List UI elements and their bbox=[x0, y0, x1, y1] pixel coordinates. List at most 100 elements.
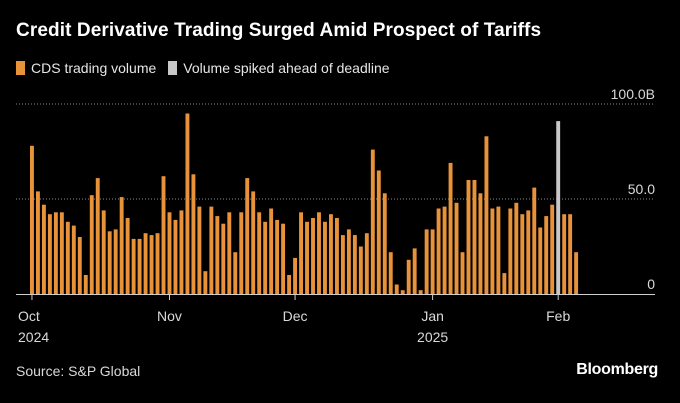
x-axis: Oct 2024 Nov Dec Jan 2025 Feb bbox=[16, 294, 655, 345]
bar bbox=[472, 180, 477, 294]
bar bbox=[550, 204, 555, 294]
x-tick-label: Feb bbox=[546, 308, 570, 324]
y-axis-labels: 0 50.0 100.0B bbox=[611, 86, 656, 292]
bar bbox=[370, 149, 375, 294]
bar bbox=[514, 202, 519, 294]
bar bbox=[376, 170, 381, 294]
bar bbox=[520, 214, 525, 294]
bar bbox=[287, 275, 292, 294]
bar bbox=[245, 178, 250, 294]
source-note: Source: S&P Global bbox=[16, 363, 141, 379]
legend-label-volume: CDS trading volume bbox=[31, 60, 157, 76]
bar bbox=[161, 176, 166, 294]
bar bbox=[305, 221, 309, 294]
x-tick-label: Oct bbox=[18, 308, 40, 324]
bar bbox=[358, 246, 363, 294]
bar bbox=[430, 229, 435, 294]
bar bbox=[406, 259, 411, 294]
bar bbox=[340, 235, 345, 294]
bar bbox=[59, 212, 64, 294]
y-tick-label: 0 bbox=[647, 276, 655, 292]
bar bbox=[460, 252, 465, 294]
brand-logo: Bloomberg bbox=[576, 361, 658, 378]
x-tick-year-label: 2024 bbox=[18, 329, 49, 345]
bar bbox=[125, 218, 130, 294]
bar bbox=[89, 195, 94, 294]
bar bbox=[41, 204, 46, 294]
x-tick-label: Jan bbox=[421, 308, 444, 324]
bar bbox=[30, 145, 34, 294]
bar bbox=[562, 214, 567, 294]
bar bbox=[484, 136, 489, 294]
bar bbox=[53, 212, 58, 294]
bar bbox=[197, 206, 202, 294]
bar bbox=[394, 284, 399, 294]
bar bbox=[388, 252, 393, 294]
bar bbox=[173, 219, 178, 294]
bar bbox=[502, 273, 507, 294]
bar bbox=[83, 275, 88, 294]
bar bbox=[185, 113, 190, 294]
legend-item-spike: Volume spiked ahead of deadline bbox=[168, 60, 390, 76]
bar bbox=[167, 212, 172, 294]
bar bbox=[329, 214, 333, 294]
bar bbox=[323, 221, 327, 294]
bar bbox=[65, 221, 70, 294]
bar bbox=[113, 229, 118, 294]
bar bbox=[269, 208, 274, 294]
bar bbox=[382, 193, 387, 294]
bar bbox=[203, 271, 208, 294]
bar bbox=[257, 212, 262, 294]
bar bbox=[454, 202, 459, 294]
bar bbox=[478, 193, 483, 294]
legend-label-spike: Volume spiked ahead of deadline bbox=[183, 60, 390, 76]
bar bbox=[496, 206, 501, 294]
bar bbox=[436, 208, 441, 294]
bar bbox=[233, 252, 238, 294]
bar bbox=[418, 290, 423, 294]
x-tick-year-label: 2025 bbox=[417, 329, 448, 345]
bar bbox=[424, 229, 429, 294]
chart-title: Credit Derivative Trading Surged Amid Pr… bbox=[16, 20, 542, 41]
bar bbox=[317, 212, 321, 294]
bar bbox=[47, 214, 52, 294]
bars bbox=[30, 113, 579, 294]
bar bbox=[227, 212, 232, 294]
bar bbox=[71, 225, 76, 294]
bar bbox=[191, 174, 196, 294]
bar bbox=[364, 233, 369, 294]
x-tick-label: Dec bbox=[283, 308, 308, 324]
bar bbox=[490, 208, 495, 294]
bar bbox=[400, 290, 405, 294]
bar bbox=[299, 212, 303, 294]
y-tick-label: 50.0 bbox=[628, 181, 655, 197]
bar bbox=[466, 180, 471, 294]
bar bbox=[215, 216, 220, 294]
bar bbox=[538, 227, 543, 294]
bar bbox=[352, 235, 357, 294]
bar bbox=[149, 235, 154, 294]
y-tick-label: 100.0B bbox=[611, 86, 655, 102]
bar bbox=[35, 191, 40, 294]
bar bbox=[311, 218, 315, 294]
bar bbox=[346, 229, 351, 294]
bar bbox=[239, 212, 244, 294]
bar bbox=[143, 233, 148, 294]
bar bbox=[77, 237, 82, 294]
bar bbox=[442, 206, 447, 294]
legend: CDS trading volume Volume spiked ahead o… bbox=[16, 60, 402, 76]
bar bbox=[131, 238, 136, 294]
bar bbox=[334, 218, 339, 294]
bar bbox=[179, 210, 184, 294]
bar bbox=[568, 214, 573, 294]
bar bbox=[137, 238, 142, 294]
bar bbox=[532, 187, 537, 294]
bar bbox=[448, 162, 453, 294]
bar bbox=[293, 257, 298, 294]
bar bbox=[101, 210, 106, 294]
bar bbox=[119, 197, 124, 294]
bar bbox=[221, 223, 226, 294]
bar bbox=[155, 233, 160, 294]
bar bbox=[526, 210, 531, 294]
legend-swatch-volume bbox=[16, 61, 25, 75]
